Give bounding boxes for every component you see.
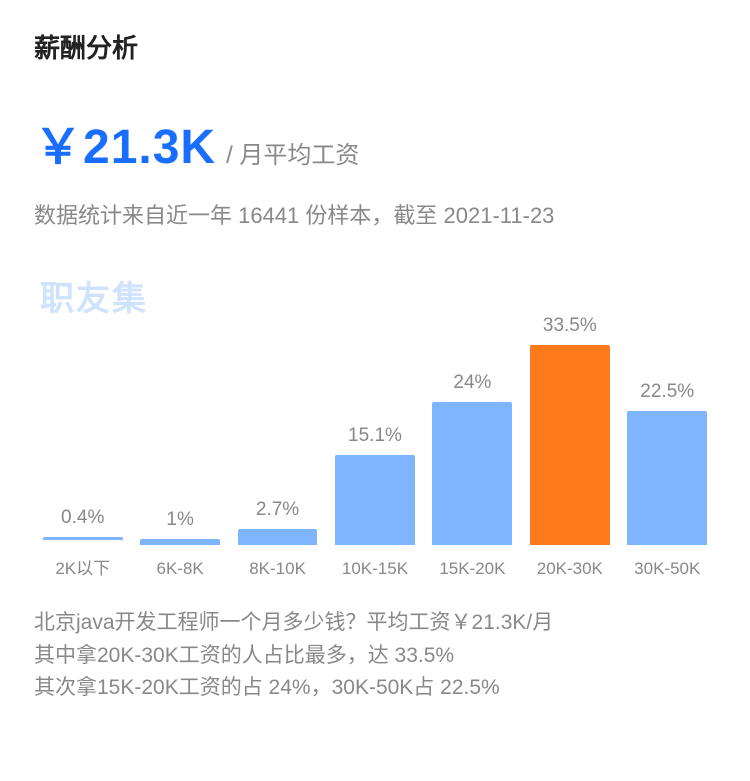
bar-column: 0.4% 2K以下 (34, 507, 131, 579)
note-line-2: 其中拿20K-30K工资的人占比最多，达 33.5% (34, 640, 716, 673)
bar (627, 411, 707, 545)
bar-column: 2.7% 8K-10K (229, 499, 326, 579)
bar-category-label: 8K-10K (249, 559, 306, 579)
note-line-3: 其次拿15K-20K工资的占 24%，30K-50K占 22.5% (34, 672, 716, 705)
bar-category-label: 30K-50K (634, 559, 700, 579)
bar-value-label: 15.1% (348, 425, 402, 447)
salary-suffix: / 月平均工资 (226, 135, 359, 170)
salary-bar-chart: 职友集 0.4%2K以下1%6K-8K2.7%8K-10K15.1%10K-15… (34, 263, 716, 579)
bar-category-label: 10K-15K (342, 559, 408, 579)
bar-column: 24% 15K-20K (424, 372, 521, 579)
bar-category-label: 15K-20K (439, 559, 505, 579)
bar (140, 539, 220, 545)
bar-category-label: 2K以下 (55, 554, 110, 579)
bar-column: 1% 6K-8K (131, 509, 228, 579)
summary-notes: 北京java开发工程师一个月多少钱？平均工资￥21.3K/月 其中拿20K-30… (34, 607, 716, 705)
bar-column: 22.5% 30K-50K (619, 381, 716, 579)
bar-value-label: 2.7% (256, 499, 299, 521)
note-line-1: 北京java开发工程师一个月多少钱？平均工资￥21.3K/月 (34, 607, 716, 640)
salary-amount: ￥21.3K (34, 107, 216, 177)
salary-summary: ￥21.3K / 月平均工资 (34, 107, 716, 177)
bar-column: 15.1% 10K-15K (326, 425, 423, 579)
bar-category-label: 6K-8K (157, 559, 204, 579)
bars-container: 0.4% 2K以下 1% 6K-8K 2.7% 8K-10K 15.1% 10K-15K 24%… (34, 263, 716, 579)
bar (43, 537, 123, 540)
bar-value-label: 33.5% (543, 315, 597, 337)
bar-column: 33.5% 20K-30K (521, 315, 618, 579)
bar (530, 345, 610, 545)
bar-value-label: 1% (166, 509, 193, 531)
bar-value-label: 24% (453, 372, 491, 394)
bar (335, 455, 415, 545)
bar-value-label: 22.5% (640, 381, 694, 403)
bar (238, 529, 318, 545)
bar (432, 402, 512, 545)
bar-value-label: 0.4% (61, 507, 104, 529)
data-source-note: 数据统计来自近一年 16441 份样本，截至 2021-11-23 (34, 199, 716, 233)
bar-category-label: 20K-30K (537, 559, 603, 579)
page-title: 薪酬分析 (34, 28, 716, 65)
